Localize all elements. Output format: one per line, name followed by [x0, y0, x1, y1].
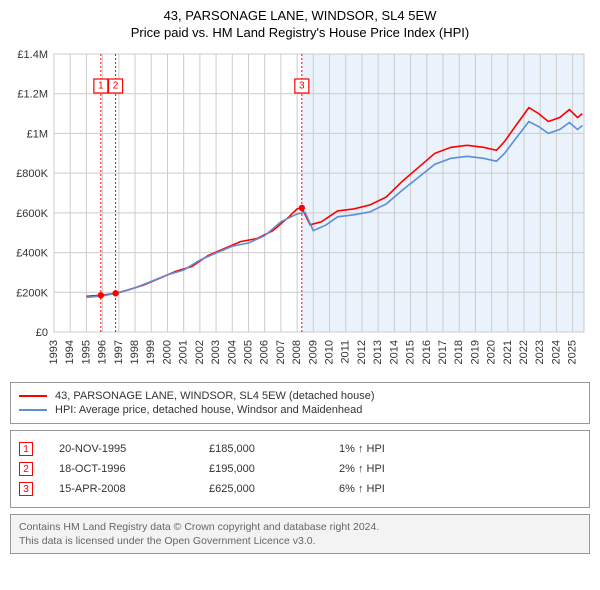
event-price: £185,000: [209, 443, 329, 455]
attribution-footer: Contains HM Land Registry data © Crown c…: [10, 514, 590, 554]
legend: 43, PARSONAGE LANE, WINDSOR, SL4 5EW (de…: [10, 382, 590, 424]
svg-text:2022: 2022: [518, 340, 530, 364]
chart-svg: £0 £200K £400K £600K £800K £1M £1.2M £1.4M 1993 1…: [10, 46, 590, 376]
event-note: 6% ↑ HPI: [339, 483, 581, 495]
event-price: £625,000: [209, 483, 329, 495]
svg-text:2015: 2015: [405, 340, 417, 364]
event-note: 2% ↑ HPI: [339, 463, 581, 475]
event-note: 1% ↑ HPI: [339, 443, 581, 455]
svg-text:2019: 2019: [469, 340, 481, 364]
event-marker: 2: [19, 462, 33, 476]
svg-text:£800K: £800K: [16, 168, 48, 180]
event-marker: 3: [19, 482, 33, 496]
svg-text:£200K: £200K: [16, 287, 48, 299]
sale-event-row: 2 18-OCT-1996 £195,000 2% ↑ HPI: [19, 462, 581, 476]
svg-text:£400K: £400K: [16, 248, 48, 260]
svg-text:2020: 2020: [486, 340, 498, 364]
svg-text:2001: 2001: [178, 340, 190, 364]
svg-text:2017: 2017: [437, 340, 449, 364]
svg-text:2014: 2014: [388, 340, 400, 364]
svg-text:£600K: £600K: [16, 208, 48, 220]
page-title-address: 43, PARSONAGE LANE, WINDSOR, SL4 5EW: [10, 8, 590, 23]
svg-text:1: 1: [98, 81, 104, 92]
svg-text:£0: £0: [36, 327, 48, 339]
event-date: 20-NOV-1995: [59, 443, 199, 455]
svg-text:1998: 1998: [129, 340, 141, 364]
svg-text:1999: 1999: [145, 340, 157, 364]
svg-text:2: 2: [113, 81, 119, 92]
legend-label: HPI: Average price, detached house, Wind…: [55, 404, 362, 416]
event-price: £195,000: [209, 463, 329, 475]
svg-text:2005: 2005: [242, 340, 254, 364]
sale-event-row: 3 15-APR-2008 £625,000 6% ↑ HPI: [19, 482, 581, 496]
legend-item: HPI: Average price, detached house, Wind…: [19, 404, 581, 416]
footer-line-1: Contains HM Land Registry data © Crown c…: [19, 520, 581, 534]
svg-text:2021: 2021: [502, 340, 514, 364]
svg-text:2009: 2009: [307, 340, 319, 364]
svg-text:1993: 1993: [48, 340, 60, 364]
svg-text:£1M: £1M: [27, 128, 48, 140]
legend-label: 43, PARSONAGE LANE, WINDSOR, SL4 5EW (de…: [55, 390, 375, 402]
footer-line-2: This data is licensed under the Open Gov…: [19, 534, 581, 548]
svg-text:3: 3: [299, 81, 305, 92]
svg-text:1996: 1996: [97, 340, 109, 364]
sale-event-row: 1 20-NOV-1995 £185,000 1% ↑ HPI: [19, 442, 581, 456]
svg-text:£1.4M: £1.4M: [17, 49, 48, 61]
sale-events: 1 20-NOV-1995 £185,000 1% ↑ HPI 2 18-OCT-1996…: [10, 430, 590, 508]
svg-text:2004: 2004: [226, 340, 238, 364]
legend-item: 43, PARSONAGE LANE, WINDSOR, SL4 5EW (de…: [19, 390, 581, 402]
event-date: 15-APR-2008: [59, 483, 199, 495]
svg-text:2010: 2010: [324, 340, 336, 364]
page-title-subtitle: Price paid vs. HM Land Registry's House …: [10, 25, 590, 40]
svg-text:1997: 1997: [113, 340, 125, 364]
svg-text:2006: 2006: [259, 340, 271, 364]
svg-text:1994: 1994: [64, 340, 76, 364]
svg-text:2000: 2000: [161, 340, 173, 364]
svg-text:2018: 2018: [453, 340, 465, 364]
svg-text:2025: 2025: [567, 340, 579, 364]
svg-text:2012: 2012: [356, 340, 368, 364]
svg-text:2002: 2002: [194, 340, 206, 364]
legend-swatch: [19, 395, 47, 397]
svg-text:2011: 2011: [340, 340, 352, 364]
event-date: 18-OCT-1996: [59, 463, 199, 475]
svg-text:2024: 2024: [550, 340, 562, 364]
svg-text:2013: 2013: [372, 340, 384, 364]
price-chart: £0 £200K £400K £600K £800K £1M £1.2M £1.4M 1993 1…: [10, 46, 590, 376]
svg-text:1995: 1995: [80, 340, 92, 364]
svg-text:2008: 2008: [291, 340, 303, 364]
svg-text:2007: 2007: [275, 340, 287, 364]
svg-text:2003: 2003: [210, 340, 222, 364]
event-marker: 1: [19, 442, 33, 456]
svg-text:2016: 2016: [421, 340, 433, 364]
svg-text:2023: 2023: [534, 340, 546, 364]
svg-text:£1.2M: £1.2M: [17, 89, 48, 101]
legend-swatch: [19, 409, 47, 411]
